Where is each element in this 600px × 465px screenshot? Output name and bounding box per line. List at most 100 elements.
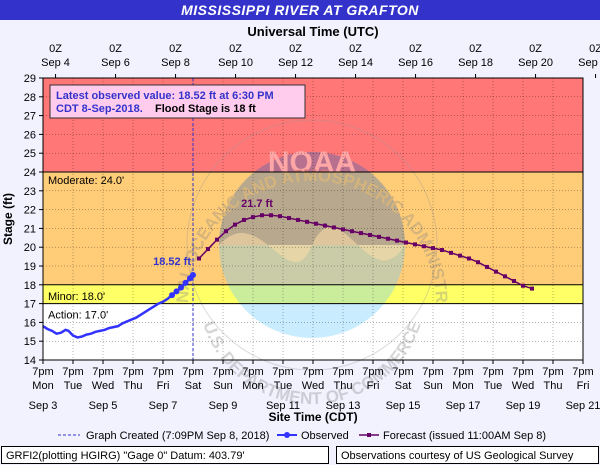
forecast-point (332, 225, 336, 230)
y-tick-label: 24 (24, 167, 36, 179)
y-tick-label: 18 (24, 280, 36, 292)
forecast-point (485, 264, 489, 269)
top-tick-hour: 0Z (589, 43, 600, 55)
forecast-point (413, 242, 417, 247)
x-tick-time: 7pm (512, 366, 533, 378)
y-tick-label: 17 (24, 299, 36, 311)
x-tick-time: 7pm (482, 366, 503, 378)
x-tick-day: Wed (302, 380, 324, 392)
observed-point (173, 288, 180, 295)
forecast-point (512, 279, 516, 284)
x-tick-day: Wed (512, 380, 534, 392)
forecast-point (476, 260, 480, 265)
x-tick-time: 7pm (152, 366, 173, 378)
x-tick-day: Thu (544, 380, 563, 392)
legend-graph-created: Graph Created (7:09PM Sep 8, 2018) (86, 430, 269, 442)
category-label-moderate: Moderate: 24.0' (48, 175, 124, 187)
x-tick-date: Sep 3 (29, 400, 58, 412)
x-tick-time: 7pm (542, 366, 563, 378)
x-tick-time: 7pm (122, 366, 143, 378)
latest-box-line1: Latest observed value: 18.52 ft at 6:30 … (56, 90, 274, 102)
forecast-point (341, 227, 345, 232)
forecast-point (404, 240, 408, 245)
top-tick-date: Sep 4 (41, 57, 70, 69)
top-tick-date: Sep 8 (161, 57, 190, 69)
forecast-point (260, 213, 264, 218)
y-tick-label: 25 (24, 148, 36, 160)
top-axis-label: Universal Time (UTC) (247, 24, 378, 39)
y-tick-label: 14 (24, 355, 36, 367)
x-tick-time: 7pm (332, 366, 353, 378)
x-tick-day: Thu (334, 380, 353, 392)
axes: 14 15 16 17 18 19 20 21 22 23 24 25 26 27 28 29 Stage (f… (1, 24, 600, 424)
forecast-point (422, 244, 426, 249)
x-tick-date: Sep 13 (326, 400, 361, 412)
x-tick-day: Sun (213, 380, 233, 392)
forecast-point (458, 253, 462, 258)
observed-point (178, 284, 184, 291)
x-tick-time: 7pm (212, 366, 233, 378)
y-tick-label: 22 (24, 205, 36, 217)
latest-observed-box (49, 84, 306, 119)
top-tick-date: Sep 18 (458, 57, 493, 69)
observed-point (190, 272, 196, 279)
observed-point (169, 292, 175, 299)
forecast-point (467, 256, 471, 261)
data-series (42, 213, 534, 339)
x-tick-day: Fri (577, 380, 590, 392)
footer-credit: Observations courtesy of US Geological S… (336, 446, 599, 464)
chart-title: MISSISSIPPI RIVER AT GRAFTON (0, 0, 600, 20)
legend-forecast: Forecast (issued 11:00AM Sep 8) (383, 430, 546, 442)
watermark-center-text: NOAA (268, 146, 356, 179)
x-tick-date: Sep 5 (89, 400, 118, 412)
x-tick-day: Mon (32, 380, 53, 392)
x-tick-date: Sep 19 (506, 400, 541, 412)
x-tick-date: Sep 11 (266, 400, 300, 412)
x-tick-date: Sep 17 (446, 400, 481, 412)
forecast-point (305, 219, 309, 224)
forecast-point (269, 213, 273, 218)
forecast-point (251, 215, 255, 220)
forecast-point (224, 229, 228, 234)
x-tick-day: Fri (157, 380, 170, 392)
x-tick-day: Tue (64, 380, 83, 392)
top-tick-hour: 0Z (169, 43, 182, 55)
forecast-point (494, 269, 498, 274)
forecast-point (377, 234, 381, 239)
x-tick-day: Sat (185, 380, 202, 392)
top-tick-date: Sep 12 (278, 57, 313, 69)
forecast-point (521, 283, 525, 288)
category-label-action: Action: 17.0' (48, 310, 108, 322)
x-tick-day: Thu (124, 380, 143, 392)
top-tick-hour: 0Z (49, 43, 62, 55)
watermark-disc-upper (219, 152, 405, 245)
y-tick-label: 23 (24, 186, 36, 198)
x-tick-time: 7pm (452, 366, 473, 378)
x-axis-label: Site Time (CDT) (268, 410, 357, 424)
annotations: 18.52 ft 21.7 ft Latest observed value: 18… (49, 84, 306, 268)
x-tick-time: 7pm (182, 366, 203, 378)
top-tick-hour: 0Z (229, 43, 242, 55)
y-tick-label: 16 (24, 317, 36, 329)
top-tick-date: Sep 22 (578, 57, 600, 69)
forecast-point (440, 248, 444, 253)
top-tick-hour: 0Z (529, 43, 542, 55)
forecast-point (233, 222, 237, 227)
watermark-gull (219, 227, 405, 263)
observed-value-label: 18.52 ft (153, 256, 191, 268)
y-tick-label: 28 (24, 92, 36, 104)
top-tick-hour: 0Z (109, 43, 122, 55)
forecast-point (368, 232, 372, 237)
observed-point (182, 279, 189, 286)
watermark-disc-lower (219, 152, 405, 338)
footer-datum: GRFI2(plotting HGIRG) "Gage 0" Datum: 40… (1, 446, 329, 464)
forecast-point (197, 256, 201, 261)
top-tick-date: Sep 14 (338, 57, 373, 69)
y-tick-label: 21 (24, 223, 36, 235)
x-tick-time: 7pm (92, 366, 113, 378)
y-tick-label: 29 (24, 73, 36, 85)
forecast-point (323, 223, 327, 228)
top-tick-hour: 0Z (349, 43, 362, 55)
x-tick-date: Sep 7 (149, 400, 178, 412)
forecast-point (449, 250, 453, 255)
